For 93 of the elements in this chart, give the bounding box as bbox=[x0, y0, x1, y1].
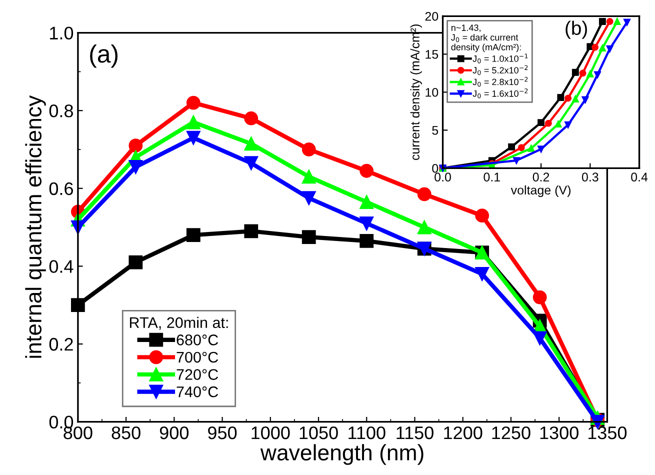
point bbox=[302, 230, 316, 244]
x-tick-label: 1200 bbox=[444, 426, 482, 440]
point bbox=[582, 96, 589, 104]
point bbox=[508, 143, 516, 150]
point bbox=[244, 156, 258, 170]
point bbox=[244, 224, 258, 238]
point bbox=[564, 94, 572, 102]
y-tick-label: 20 bbox=[425, 12, 438, 21]
x-tick-label: 900 bbox=[160, 426, 189, 440]
point bbox=[606, 18, 614, 25]
point bbox=[572, 68, 579, 76]
point bbox=[579, 70, 586, 77]
y-axis-title: current density (mA/cm²) bbox=[410, 24, 422, 160]
x-tick-label: 1300 bbox=[540, 426, 578, 440]
legend-label: 700°C bbox=[176, 352, 218, 363]
y-tick-label: 15 bbox=[426, 50, 438, 59]
point bbox=[614, 18, 621, 25]
x-tick-label: 1250 bbox=[492, 426, 530, 440]
y-tick-label: 5 bbox=[432, 126, 438, 135]
point bbox=[518, 144, 525, 152]
legend-label: J$_{0}$ = 1.0x10$^{−1}$ bbox=[472, 54, 528, 64]
x-axis-title: wavelength (nm) bbox=[260, 444, 424, 465]
legend-label: 680°C bbox=[176, 334, 218, 346]
point bbox=[557, 94, 564, 101]
point bbox=[186, 96, 200, 110]
legend-title: n~1.43, J$_{0}$ = dark current density (mA/cm²): bbox=[451, 24, 521, 52]
legend-label: 720°C bbox=[176, 369, 218, 380]
y-tick-label: 0.0 bbox=[49, 416, 74, 429]
legend-label: J$_{0}$ = 1.6x10$^{−2}$ bbox=[472, 88, 528, 98]
y-tick-label: 10 bbox=[426, 88, 438, 97]
point bbox=[186, 115, 200, 130]
point bbox=[302, 191, 316, 206]
point bbox=[360, 234, 374, 248]
point bbox=[360, 216, 374, 230]
point bbox=[544, 120, 552, 127]
y-tick-label: 0 bbox=[432, 164, 438, 173]
x-tick-label: 1100 bbox=[348, 426, 386, 440]
x-tick-label: 0.3 bbox=[582, 172, 598, 182]
point bbox=[564, 121, 572, 128]
point bbox=[538, 146, 545, 153]
point bbox=[360, 164, 374, 178]
point bbox=[302, 170, 316, 184]
annotation: (b) bbox=[566, 20, 587, 39]
y-tick-label: 0.4 bbox=[49, 260, 74, 273]
point bbox=[186, 130, 200, 145]
point bbox=[128, 255, 143, 270]
point bbox=[417, 187, 432, 202]
point bbox=[302, 142, 316, 156]
point bbox=[538, 119, 545, 126]
x-axis-title: voltage (V) bbox=[510, 185, 570, 198]
point bbox=[586, 70, 594, 78]
x-tick-label: 1050 bbox=[300, 426, 338, 440]
point bbox=[244, 136, 258, 151]
point bbox=[624, 18, 630, 26]
point bbox=[417, 220, 432, 234]
point bbox=[512, 157, 520, 164]
x-tick-label: 1000 bbox=[252, 426, 290, 440]
legend-title: RTA, 20min at: bbox=[130, 316, 228, 330]
point bbox=[594, 71, 601, 78]
point bbox=[532, 290, 547, 304]
point bbox=[186, 228, 200, 242]
x-tick-label: 1150 bbox=[396, 426, 434, 440]
x-tick-label: 0.4 bbox=[631, 172, 648, 182]
point bbox=[71, 298, 85, 312]
y-tick-label: 0.8 bbox=[49, 104, 73, 118]
x-tick-label: 800 bbox=[64, 426, 92, 440]
point bbox=[244, 111, 258, 126]
point bbox=[528, 144, 535, 152]
point bbox=[475, 208, 490, 223]
x-tick-label: 0.1 bbox=[484, 172, 500, 182]
x-tick-label: 0.2 bbox=[532, 172, 550, 182]
point bbox=[128, 160, 143, 174]
legend-label: J$_{0}$ = 5.2x10$^{−2}$ bbox=[472, 65, 528, 75]
y-axis-title: internal quantum efficiency bbox=[25, 95, 46, 358]
y-tick-label: 0.2 bbox=[49, 338, 73, 351]
y-tick-label: 0.6 bbox=[49, 182, 73, 196]
point bbox=[606, 45, 614, 52]
point bbox=[598, 44, 606, 52]
point bbox=[475, 267, 490, 281]
point bbox=[572, 96, 579, 102]
y-tick-label: 1.0 bbox=[50, 26, 74, 40]
point bbox=[592, 44, 599, 51]
x-tick-label: 1350 bbox=[588, 426, 627, 440]
point bbox=[554, 120, 562, 128]
point bbox=[532, 331, 547, 346]
annotation: (a) bbox=[90, 44, 118, 68]
point bbox=[598, 18, 606, 25]
x-tick-label: 850 bbox=[112, 426, 140, 440]
legend-label: 740°C bbox=[176, 386, 218, 398]
point bbox=[128, 138, 143, 153]
x-tick-label: 950 bbox=[208, 426, 237, 440]
point bbox=[360, 195, 374, 209]
legend-label: J$_{0}$ = 2.8x10$^{−2}$ bbox=[472, 76, 528, 87]
